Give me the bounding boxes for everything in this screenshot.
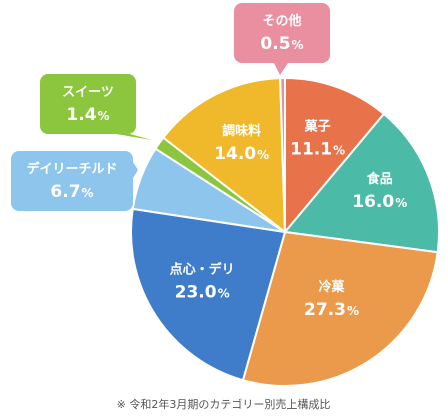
- slice-label-value: 6.7%: [50, 182, 93, 202]
- callout-pointer: [274, 63, 288, 75]
- slice-label-name: その他: [262, 13, 301, 29]
- pie-slice: [284, 76, 386, 235]
- slice-label-name: 冷菓: [318, 279, 345, 295]
- pie-slice: [279, 76, 286, 233]
- callout-pointer: [133, 162, 138, 178]
- pie-slice: [130, 207, 287, 382]
- slice-label-value: 27.3%: [304, 300, 359, 320]
- slice-label-name: 菓子: [304, 118, 331, 134]
- pie-slice: [283, 112, 440, 254]
- chart-footnote: ※ 令和2年3月期のカテゴリー別売上構成比: [116, 398, 331, 411]
- callout-box: [234, 3, 330, 63]
- slice-label-value: 11.1%: [290, 139, 345, 159]
- pie-slices: [130, 76, 440, 387]
- callout-box: [40, 74, 136, 134]
- slice-label-value: 23.0%: [175, 282, 230, 302]
- slice-label-value: 1.4%: [66, 105, 109, 125]
- slice-label-name: 点心・デリ: [170, 261, 235, 277]
- slice-labels: 菓子 11.1% 食品 16.0% 冷菓 27.3% 点心・デリ 23.0% デイリーチルド 6.…: [26, 13, 407, 320]
- pie-slice: [241, 230, 439, 387]
- slice-label-name: 調味料: [222, 123, 261, 139]
- callout-pointer: [116, 134, 152, 140]
- slice-label-name: 食品: [367, 171, 393, 187]
- slice-label-name: デイリーチルド: [26, 161, 117, 177]
- slice-label-name: スイーツ: [62, 85, 114, 100]
- callout-box: [11, 151, 133, 211]
- slice-label-value: 16.0%: [352, 192, 407, 212]
- slice-label-value: 0.5%: [260, 34, 303, 54]
- slice-label-value: 14.0%: [214, 144, 269, 164]
- pie-slice: [161, 77, 287, 235]
- callout-boxes: [11, 3, 330, 211]
